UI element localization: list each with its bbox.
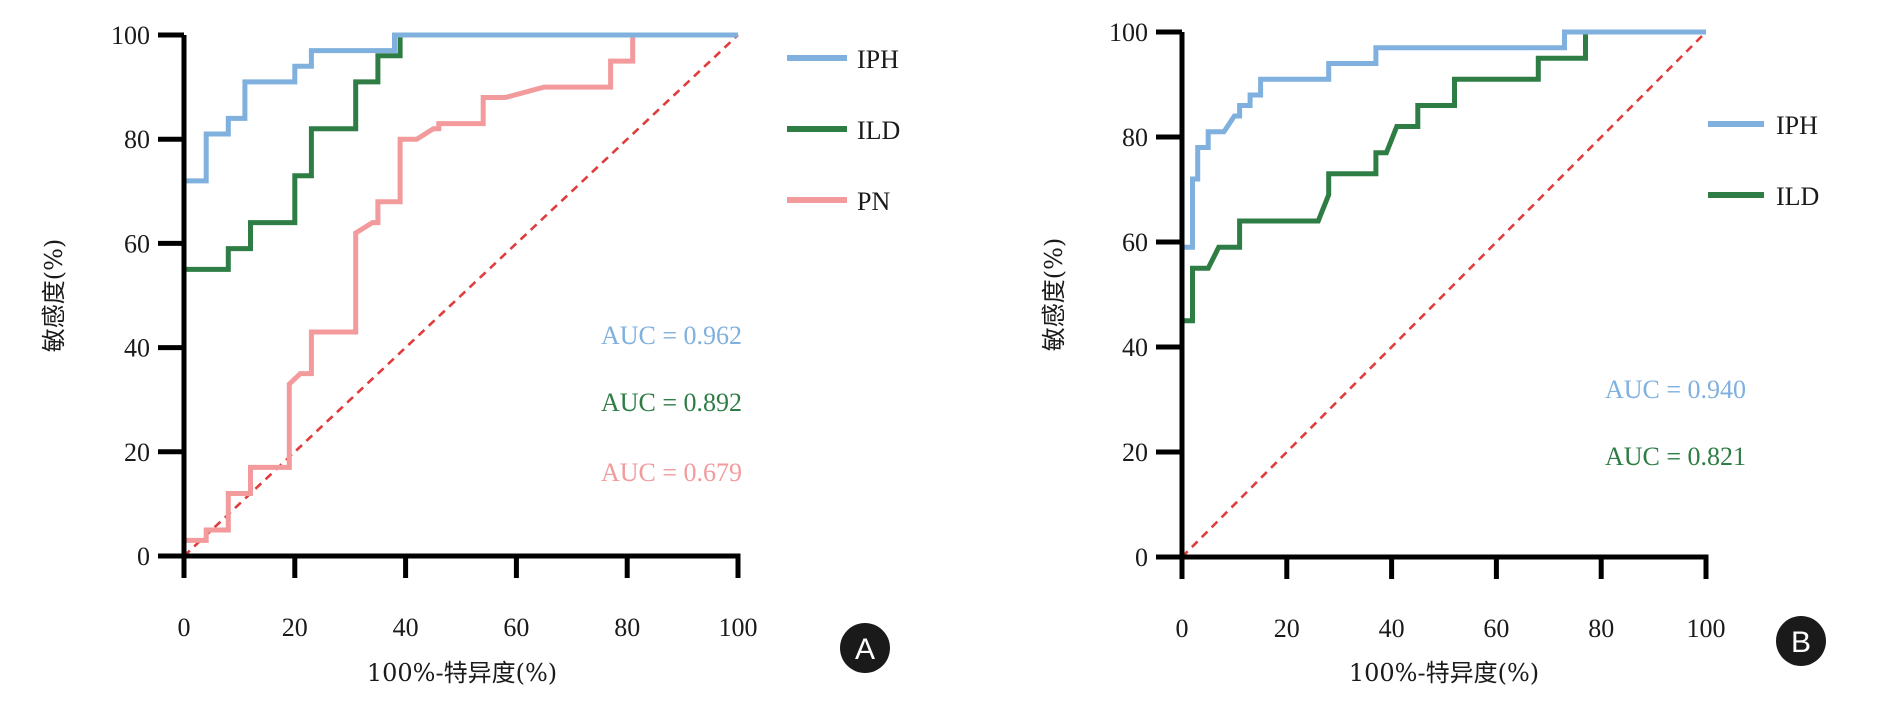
panel-badge-circle	[840, 623, 890, 673]
x-axis-title: 100%-特异度(%)	[1349, 659, 1539, 687]
x-axis-title: 100%-特异度(%)	[367, 659, 557, 687]
x-tick-label: 60	[503, 613, 529, 642]
legend-item-iph: IPH	[1708, 111, 1818, 140]
y-axis-title: 敏感度(%)	[40, 239, 68, 353]
panel-badge-circle	[1776, 616, 1826, 666]
legend-label: ILD	[857, 116, 900, 145]
x-tick-label: 20	[1274, 614, 1300, 643]
x-tick-label: 80	[1588, 614, 1614, 643]
roc-curve-ild	[181, 32, 633, 556]
legend: IPH ILD	[1708, 111, 1819, 211]
legend-item-ild: ILD	[787, 116, 900, 145]
y-tick-label: 100	[111, 21, 150, 50]
x-tick-label: 60	[1483, 614, 1509, 643]
auc-annotation-ild: AUC = 0.892	[601, 388, 742, 417]
y-tick-label: 80	[1122, 123, 1148, 152]
y-tick-label: 40	[1122, 333, 1148, 362]
panel-badge: A	[840, 623, 890, 673]
y-tick-label: 0	[137, 542, 150, 571]
roc-curve-pn	[181, 32, 738, 556]
panel-badge-letter: B	[1791, 626, 1811, 659]
y-axis-title: 敏感度(%)	[1040, 238, 1068, 352]
x-tick-label: 40	[1379, 614, 1405, 643]
x-tick-label: 0	[1176, 614, 1189, 643]
series-group	[181, 32, 738, 556]
legend-item-pn: PN	[787, 187, 890, 216]
axes: 0 20 40 60 80 100 0 20 40 60 80 100	[1109, 18, 1726, 643]
panel-b: 0 20 40 60 80 100 0 20 40 60 80 100 100%-特异度(%) 敏感度(%…	[1040, 18, 1826, 687]
y-tick-label: 20	[124, 438, 150, 467]
x-tick-label: 20	[282, 613, 308, 642]
panel-a: 0 20 40 60 80 100 0 20 40 60 80 100 100%-特异度(%) 敏感度(%…	[40, 21, 900, 687]
axes: 0 20 40 60 80 100 0 20 40 60 80 100	[111, 21, 758, 642]
x-tick-label: 0	[178, 613, 191, 642]
x-tick-label: 40	[393, 613, 419, 642]
roc-curve-ild	[1179, 32, 1588, 557]
reference-diagonal-line	[1181, 31, 1707, 558]
legend-item-ild: ILD	[1708, 182, 1819, 211]
y-tick-label: 60	[1122, 228, 1148, 257]
legend: IPH ILD PN	[787, 45, 900, 216]
y-tick-label: 0	[1135, 543, 1148, 572]
y-tick-label: 60	[124, 229, 150, 258]
legend-label: IPH	[1776, 111, 1818, 140]
x-tick-label: 100	[719, 613, 758, 642]
roc-curve-iph	[181, 32, 738, 556]
roc-curve-iph	[1179, 29, 1706, 557]
y-tick-label: 20	[1122, 438, 1148, 467]
legend-label: PN	[857, 187, 890, 216]
x-tick-label: 100	[1687, 614, 1726, 643]
auc-annotation-iph: AUC = 0.962	[601, 321, 742, 350]
series-group	[1179, 29, 1706, 557]
auc-annotation-iph: AUC = 0.940	[1605, 375, 1746, 404]
legend-label: ILD	[1776, 182, 1819, 211]
y-tick-label: 80	[124, 125, 150, 154]
y-tick-label: 100	[1109, 18, 1148, 47]
auc-annotation-pn: AUC = 0.679	[601, 458, 742, 487]
panel-badge-letter: A	[855, 633, 875, 666]
legend-label: IPH	[857, 45, 899, 74]
x-tick-label: 80	[614, 613, 640, 642]
auc-annotation-ild: AUC = 0.821	[1605, 442, 1746, 471]
legend-item-iph: IPH	[787, 45, 899, 74]
panel-badge: B	[1776, 616, 1826, 666]
y-tick-label: 40	[124, 334, 150, 363]
